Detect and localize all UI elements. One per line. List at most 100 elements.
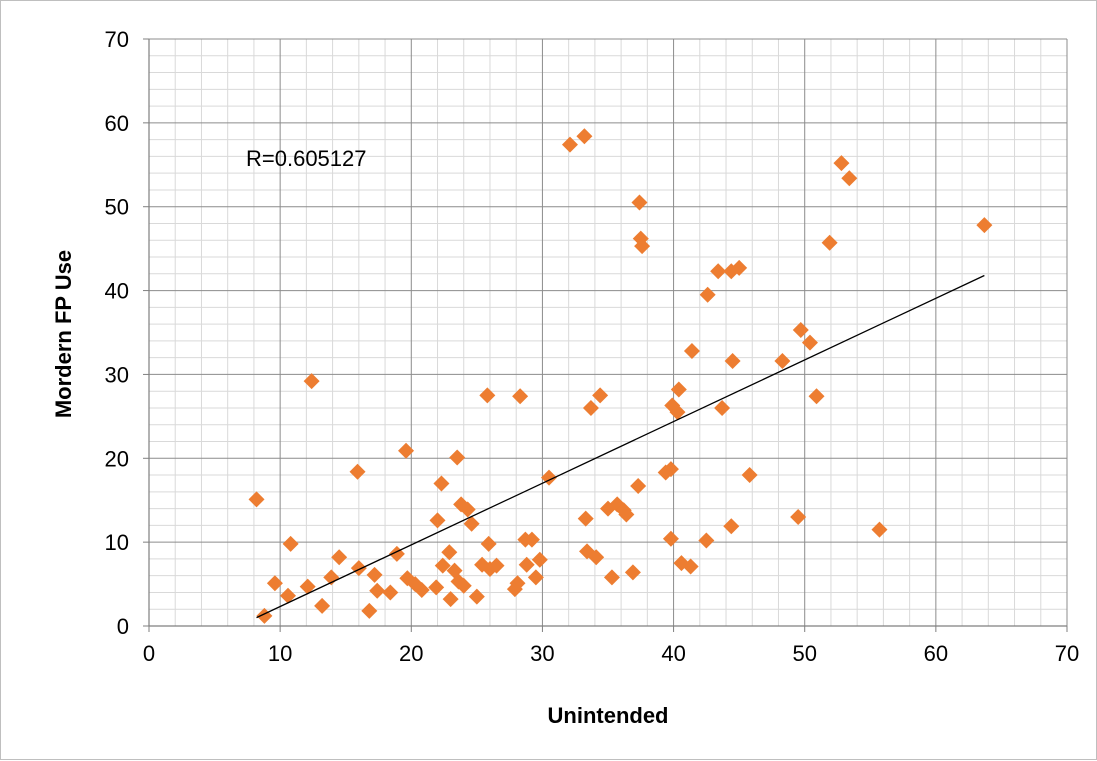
data-point xyxy=(630,477,647,494)
data-point xyxy=(523,531,540,548)
x-tick-label: 0 xyxy=(143,641,155,666)
data-point xyxy=(592,387,609,404)
data-point xyxy=(731,259,748,276)
data-point xyxy=(428,579,445,596)
data-point xyxy=(531,551,548,568)
y-tick-label: 20 xyxy=(105,446,129,471)
data-point xyxy=(841,170,858,187)
data-point xyxy=(323,569,340,586)
y-tick-label: 50 xyxy=(105,195,129,220)
data-point xyxy=(441,544,458,561)
data-point xyxy=(662,530,679,547)
data-point xyxy=(449,449,466,466)
data-point xyxy=(723,518,740,535)
x-tick-label: 50 xyxy=(792,641,816,666)
x-tick-label: 60 xyxy=(924,641,948,666)
data-point xyxy=(369,582,386,599)
data-point xyxy=(366,566,383,583)
data-point xyxy=(588,549,605,566)
data-point xyxy=(624,564,641,581)
data-point xyxy=(698,532,715,549)
data-point xyxy=(280,587,297,604)
data-point xyxy=(512,388,529,405)
data-point xyxy=(455,577,472,594)
data-point xyxy=(361,602,378,619)
data-point xyxy=(714,399,731,416)
data-point xyxy=(801,334,818,351)
data-point xyxy=(459,501,476,518)
data-point xyxy=(480,535,497,552)
data-point xyxy=(576,128,593,145)
data-point xyxy=(442,591,459,608)
x-tick-label: 20 xyxy=(399,641,423,666)
data-point xyxy=(774,353,791,370)
y-tick-label: 70 xyxy=(105,27,129,52)
data-point xyxy=(710,263,727,280)
data-point xyxy=(699,286,716,303)
data-point xyxy=(331,549,348,566)
data-point xyxy=(248,491,265,508)
data-point xyxy=(670,381,687,398)
data-point xyxy=(382,584,399,601)
data-points xyxy=(248,128,993,624)
trendline xyxy=(256,274,985,619)
data-point xyxy=(463,515,480,532)
x-tick-labels: 0 10 20 30 40 50 60 70 xyxy=(143,641,1079,666)
data-point xyxy=(833,155,850,172)
data-point xyxy=(561,136,578,153)
data-point xyxy=(314,597,331,614)
data-point xyxy=(808,388,825,405)
data-point xyxy=(509,575,526,592)
x-tick-label: 40 xyxy=(661,641,685,666)
y-tick-label: 40 xyxy=(105,279,129,304)
data-point xyxy=(792,321,809,338)
data-point xyxy=(303,373,320,390)
data-point xyxy=(662,461,679,478)
data-point xyxy=(582,399,599,416)
data-point xyxy=(266,575,283,592)
data-point xyxy=(821,234,838,251)
data-point xyxy=(479,387,496,404)
data-point xyxy=(790,508,807,525)
data-point xyxy=(577,510,594,527)
data-point xyxy=(618,506,635,523)
y-tick-label: 30 xyxy=(105,362,129,387)
y-tick-labels: 0 10 20 30 40 50 60 70 xyxy=(105,27,129,639)
data-point xyxy=(398,442,415,459)
data-point xyxy=(682,558,699,575)
data-point xyxy=(518,556,535,573)
data-point xyxy=(350,560,367,577)
data-point xyxy=(724,353,741,370)
data-point xyxy=(413,581,430,598)
y-tick-label: 60 xyxy=(105,111,129,136)
data-point xyxy=(433,475,450,492)
data-point xyxy=(683,342,700,359)
minor-gridlines xyxy=(149,39,1067,626)
data-point xyxy=(871,521,888,538)
data-point xyxy=(631,194,648,211)
correlation-annotation: R=0.605127 xyxy=(246,146,367,171)
data-point xyxy=(429,512,446,529)
y-tick-label: 0 xyxy=(117,614,129,639)
x-tick-label: 10 xyxy=(268,641,292,666)
axes xyxy=(143,38,1068,632)
data-point xyxy=(488,557,505,574)
data-point xyxy=(282,535,299,552)
data-point xyxy=(603,569,620,586)
data-point xyxy=(349,463,366,480)
data-point xyxy=(468,588,485,605)
x-tick-label: 70 xyxy=(1055,641,1079,666)
data-point xyxy=(976,217,993,234)
data-point xyxy=(634,238,651,255)
data-point xyxy=(669,404,686,421)
major-gridlines xyxy=(148,38,1068,627)
data-point xyxy=(741,467,758,484)
x-tick-label: 30 xyxy=(530,641,554,666)
y-tick-label: 10 xyxy=(105,530,129,555)
y-axis-title: Mordern FP Use xyxy=(51,250,76,418)
data-point xyxy=(434,557,451,574)
x-axis-title: Unintended xyxy=(548,703,669,728)
data-point xyxy=(527,569,544,586)
